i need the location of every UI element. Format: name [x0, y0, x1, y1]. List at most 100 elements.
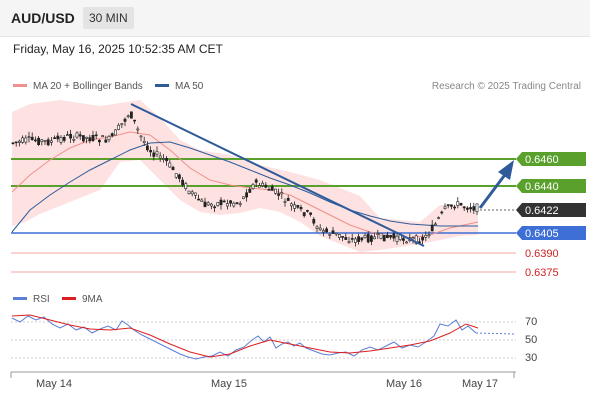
candle-body [21, 137, 25, 143]
price-label-0405: 0.6405 [516, 226, 586, 240]
candle-body [91, 135, 95, 141]
candle-body [309, 212, 313, 215]
candle-body [101, 135, 105, 138]
candle-body [350, 238, 354, 240]
candle-body [120, 123, 124, 125]
candle-body [216, 202, 220, 207]
candle-body [270, 186, 274, 191]
candle-body [411, 237, 415, 240]
downtrend-line [130, 103, 425, 247]
candle-body [248, 188, 252, 193]
candle-body [443, 206, 447, 210]
candle-body [219, 199, 223, 205]
candle-body [293, 204, 297, 209]
price-label-0460: 0.6460 [516, 152, 586, 166]
candle-body [107, 136, 111, 141]
candle-body [126, 115, 130, 118]
candle-body [389, 235, 393, 238]
ma50-label: MA 50 [175, 81, 204, 92]
x-tick-may15: May 15 [211, 378, 247, 390]
legend-ma20-bollinger: MA 20 + Bollinger Bands [13, 81, 143, 92]
rsi-swatch [13, 296, 27, 300]
candle-body [382, 235, 386, 242]
candle-body [366, 233, 370, 243]
candle-body [430, 224, 434, 232]
candle-body [27, 136, 31, 138]
ma20-swatch [13, 83, 27, 87]
x-tick-may17: May 17 [462, 378, 498, 390]
candle-body [62, 137, 66, 141]
candle-body [328, 234, 332, 236]
timestamp: Friday, May 16, 2025 10:52:35 AM CET [13, 42, 223, 56]
candle-body [162, 158, 165, 160]
legend-9ma: 9MA [62, 294, 103, 305]
candle-body [360, 237, 364, 241]
candle-body [17, 140, 21, 143]
candle-body [341, 236, 345, 238]
candle-body [142, 141, 146, 143]
candle-body [43, 140, 47, 142]
candle-body [72, 139, 76, 141]
ma20-label: MA 20 + Bollinger Bands [33, 81, 143, 92]
candle-body [117, 124, 121, 130]
candle-body [104, 139, 108, 143]
candle-body [334, 232, 338, 235]
candle-body [232, 202, 236, 207]
candle-body [440, 211, 444, 214]
candle-body [273, 188, 277, 194]
price-text-0405: 0.6405 [525, 228, 559, 240]
candle-body [405, 241, 409, 244]
price-text-0440: 0.6440 [525, 181, 559, 193]
rsi-label: RSI [33, 294, 50, 305]
candle-body [184, 183, 188, 189]
candle-body [392, 233, 396, 239]
candle-body [78, 134, 82, 137]
rsi-tick-50: 50 [525, 334, 537, 346]
candle-body [363, 235, 367, 238]
candle-body [257, 185, 261, 188]
candle-body [94, 134, 98, 137]
candle-body [203, 201, 207, 208]
bollinger-band [12, 100, 478, 252]
candle-body [82, 135, 85, 142]
rsi-9ma-line [11, 314, 479, 358]
ma50-swatch [155, 83, 169, 87]
timeframe-button[interactable]: 30 MIN [83, 7, 134, 29]
candle-body [53, 137, 57, 139]
candle-body [123, 118, 127, 122]
candle-body [379, 233, 383, 239]
candle-body [49, 140, 53, 143]
candle-body [155, 151, 159, 155]
candle-body [133, 119, 137, 122]
candle-body [88, 137, 92, 142]
candle-body [136, 128, 140, 131]
candle-body [449, 204, 453, 207]
candle-body [85, 136, 89, 139]
candle-body [200, 199, 204, 202]
candle-body [373, 236, 377, 240]
rsi-line [11, 315, 477, 360]
candle-body [75, 132, 79, 138]
candle-body [69, 133, 73, 139]
candle-body [245, 192, 249, 198]
candle-body [312, 218, 316, 224]
x-tick-may16: May 16 [386, 378, 422, 390]
legend-ma50: MA 50 [155, 81, 203, 92]
candle-body [277, 193, 281, 196]
candle-body [165, 158, 169, 162]
forecast-arrow [478, 171, 509, 209]
candle-body [229, 200, 233, 204]
candle-body [424, 235, 428, 238]
candle-body [459, 202, 463, 206]
candle-body [401, 238, 405, 241]
candle-body [280, 192, 284, 195]
candle-body [254, 179, 258, 183]
candle-body [187, 190, 191, 195]
candle-body [475, 203, 479, 212]
candle-body [139, 135, 143, 138]
candle-body [472, 206, 476, 211]
candle-body [14, 141, 18, 144]
candle-body [469, 207, 473, 210]
candle-body [462, 206, 466, 209]
